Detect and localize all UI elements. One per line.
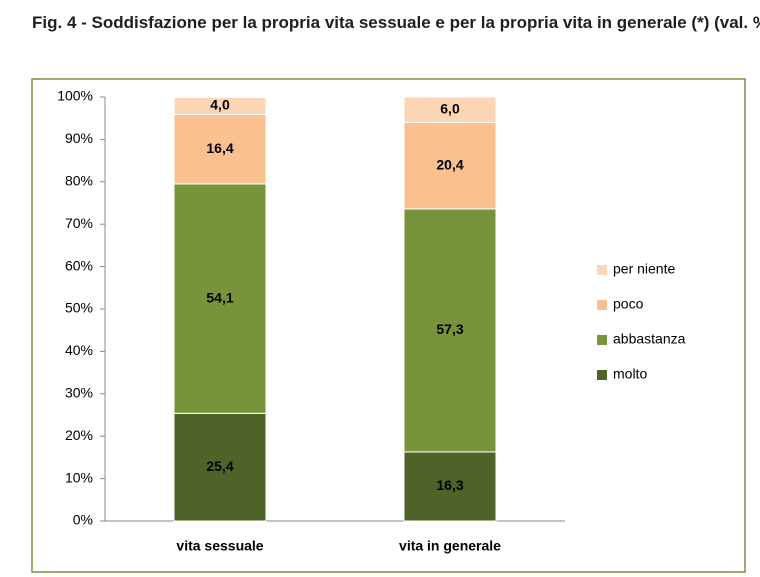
y-tick-label: 20% bbox=[65, 427, 93, 443]
value-label: 16,4 bbox=[206, 140, 233, 156]
legend-label: abbastanza bbox=[613, 331, 686, 347]
bar-segment bbox=[173, 412, 267, 522]
legend-swatch bbox=[597, 265, 607, 275]
bar-segment bbox=[173, 96, 267, 115]
value-label: 54,1 bbox=[206, 289, 233, 305]
legend-label: molto bbox=[613, 366, 647, 382]
value-label: 20,4 bbox=[436, 156, 463, 172]
bar-segment bbox=[403, 121, 497, 210]
legend-label: per niente bbox=[613, 261, 675, 277]
chart-frame bbox=[31, 78, 746, 573]
value-label: 6,0 bbox=[440, 100, 460, 116]
bar-segment bbox=[403, 451, 497, 522]
y-tick-label: 80% bbox=[65, 173, 93, 189]
y-tick-label: 10% bbox=[65, 469, 93, 485]
value-label: 25,4 bbox=[206, 458, 233, 474]
value-label: 16,3 bbox=[436, 477, 463, 493]
y-tick-label: 60% bbox=[65, 257, 93, 273]
x-tick-label: vita sessuale bbox=[176, 538, 263, 554]
chart-title: Fig. 4 - Soddisfazione per la propria vi… bbox=[32, 13, 760, 32]
bar-segment bbox=[403, 96, 497, 123]
y-tick-label: 0% bbox=[73, 512, 93, 528]
legend-swatch bbox=[597, 370, 607, 380]
y-tick-label: 30% bbox=[65, 385, 93, 401]
legend-swatch bbox=[597, 335, 607, 345]
y-tick-label: 70% bbox=[65, 215, 93, 231]
value-label: 57,3 bbox=[436, 321, 463, 337]
legend-label: poco bbox=[613, 296, 644, 312]
x-tick-label: vita in generale bbox=[399, 538, 501, 554]
y-tick-label: 50% bbox=[65, 300, 93, 316]
y-tick-label: 100% bbox=[57, 88, 93, 104]
bar-segment bbox=[173, 113, 267, 185]
y-tick-label: 90% bbox=[65, 130, 93, 146]
legend-swatch bbox=[597, 300, 607, 310]
y-tick-label: 40% bbox=[65, 342, 93, 358]
value-label: 4,0 bbox=[210, 97, 230, 113]
